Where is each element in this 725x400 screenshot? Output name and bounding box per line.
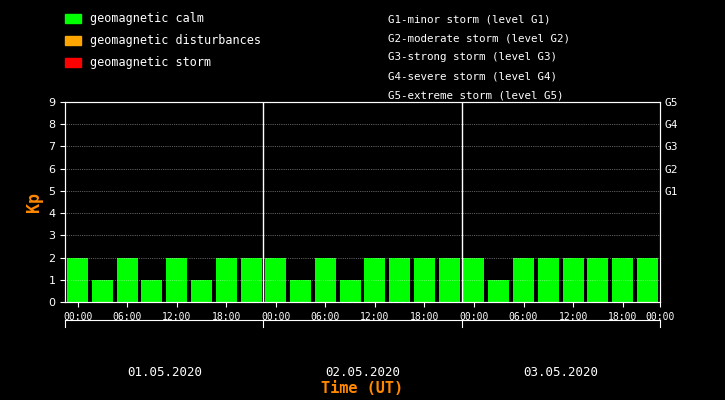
Bar xyxy=(637,258,658,302)
Bar xyxy=(241,258,262,302)
Bar xyxy=(265,258,286,302)
Bar xyxy=(365,258,386,302)
Bar xyxy=(191,280,212,302)
Bar xyxy=(67,258,88,302)
Bar xyxy=(117,258,138,302)
Bar xyxy=(513,258,534,302)
Text: geomagnetic calm: geomagnetic calm xyxy=(90,12,204,25)
Text: 01.05.2020: 01.05.2020 xyxy=(127,366,202,379)
Y-axis label: Kp: Kp xyxy=(25,192,43,212)
Bar xyxy=(315,258,336,302)
Text: G5-extreme storm (level G5): G5-extreme storm (level G5) xyxy=(388,90,563,100)
Bar xyxy=(141,280,162,302)
Text: G2-moderate storm (level G2): G2-moderate storm (level G2) xyxy=(388,34,570,44)
Text: geomagnetic storm: geomagnetic storm xyxy=(90,56,211,69)
Text: G1-minor storm (level G1): G1-minor storm (level G1) xyxy=(388,15,550,25)
Bar xyxy=(339,280,360,302)
Text: 02.05.2020: 02.05.2020 xyxy=(325,366,400,379)
Bar xyxy=(216,258,237,302)
Bar xyxy=(587,258,608,302)
Text: 03.05.2020: 03.05.2020 xyxy=(523,366,598,379)
Text: geomagnetic disturbances: geomagnetic disturbances xyxy=(90,34,261,47)
Bar xyxy=(439,258,460,302)
Text: G4-severe storm (level G4): G4-severe storm (level G4) xyxy=(388,71,557,81)
Bar xyxy=(612,258,633,302)
Bar xyxy=(389,258,410,302)
Bar xyxy=(463,258,484,302)
Text: G3-strong storm (level G3): G3-strong storm (level G3) xyxy=(388,52,557,62)
Bar xyxy=(166,258,187,302)
Bar xyxy=(290,280,311,302)
Bar xyxy=(92,280,113,302)
Text: Time (UT): Time (UT) xyxy=(321,381,404,396)
Bar xyxy=(563,258,584,302)
Bar xyxy=(414,258,435,302)
Bar xyxy=(538,258,559,302)
Bar xyxy=(488,280,509,302)
